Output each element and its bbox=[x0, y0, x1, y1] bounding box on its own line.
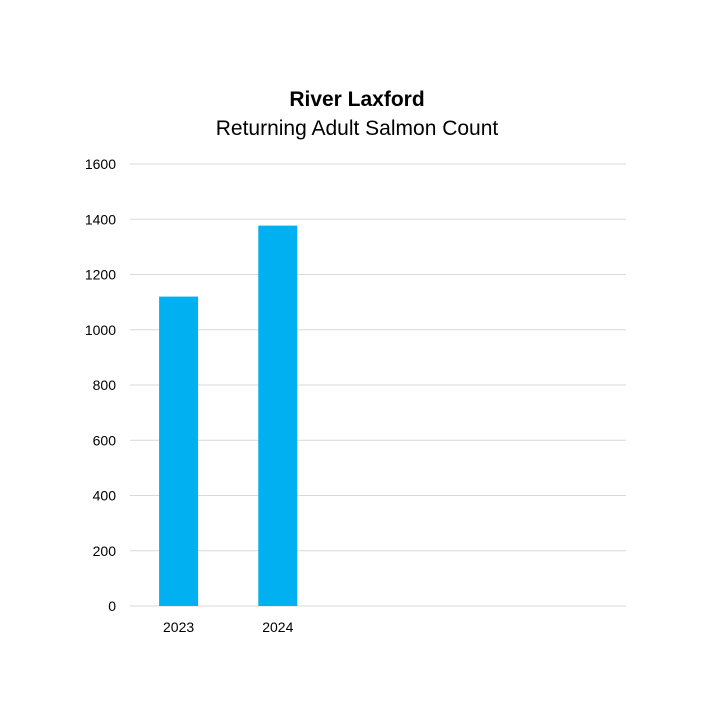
x-axis-tick-labels: 2023 2024 bbox=[163, 619, 294, 635]
y-tick-label: 1600 bbox=[85, 156, 116, 172]
bars bbox=[159, 225, 298, 606]
y-axis-tick-labels: 0 200 400 600 800 1000 1200 1400 1600 bbox=[85, 156, 116, 614]
y-tick-label: 800 bbox=[93, 377, 117, 393]
x-tick-label-2023: 2023 bbox=[163, 619, 194, 635]
y-tick-label: 1000 bbox=[85, 322, 116, 338]
y-tick-label: 200 bbox=[93, 543, 117, 559]
bar-2023 bbox=[159, 296, 199, 606]
gridlines bbox=[130, 163, 626, 607]
y-tick-label: 600 bbox=[93, 432, 117, 448]
x-tick-label-2024: 2024 bbox=[262, 619, 293, 635]
chart-subtitle: Returning Adult Salmon Count bbox=[215, 117, 499, 140]
y-tick-label: 400 bbox=[93, 488, 117, 504]
y-tick-label: 0 bbox=[108, 598, 116, 614]
y-tick-label: 1200 bbox=[85, 267, 116, 283]
bar-2024 bbox=[258, 225, 298, 606]
y-tick-label: 1400 bbox=[85, 211, 116, 227]
chart-title: River Laxford bbox=[289, 88, 425, 111]
